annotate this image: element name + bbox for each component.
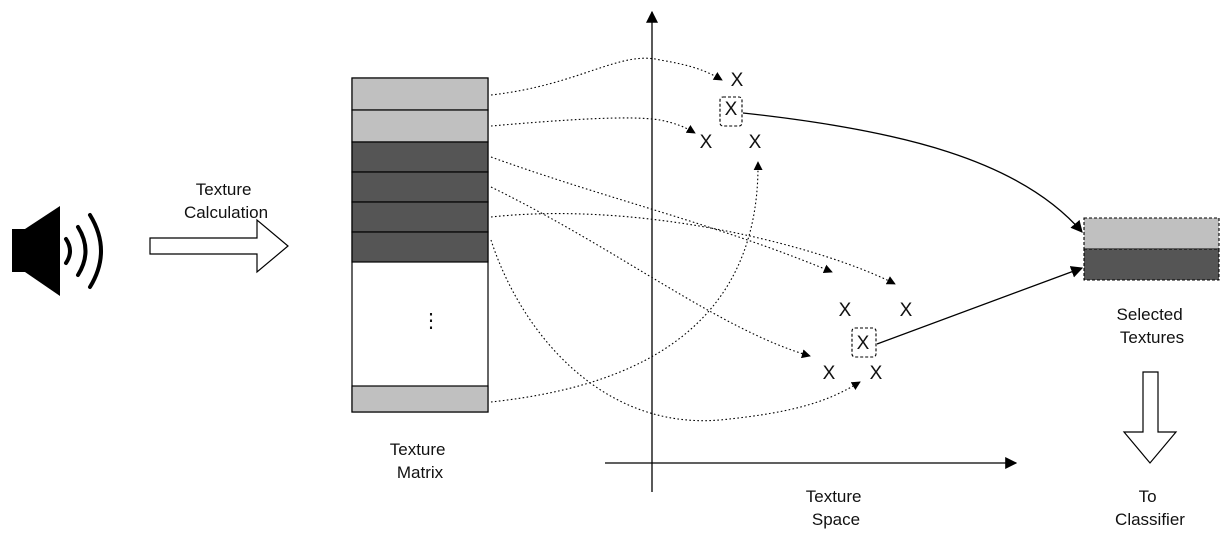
texture-calculation-label-line1: Texture: [196, 180, 252, 199]
texture-matrix: [351, 77, 489, 413]
point-marker: X: [700, 132, 713, 153]
matrix-row-light: [351, 77, 489, 111]
point-marker: X: [823, 363, 836, 384]
svg-text:Selected Textures: Selected Textures: [1117, 305, 1188, 347]
svg-text:Texture Calculation: Texture Calculation: [184, 180, 268, 222]
matrix-row-dark: [351, 231, 489, 263]
point-marker: X: [870, 363, 883, 384]
speaker-icon: [12, 206, 103, 296]
selected-textures: [1083, 217, 1220, 281]
upper-cluster: X X X X: [700, 70, 762, 153]
selected-point-marker: X: [725, 99, 738, 120]
texture-calculation-arrow: [149, 218, 289, 274]
selected-textures-label-line1: Selected: [1117, 305, 1183, 324]
texture-space-label-line2: Space: [812, 510, 860, 529]
to-classifier-label-line1: To: [1139, 487, 1157, 506]
svg-text:Texture Space: Texture Space: [806, 487, 866, 529]
texture-matrix-label-line2: Matrix: [397, 463, 444, 482]
mapping-curves: [490, 57, 896, 422]
texture-matrix-label-line1: Texture: [390, 440, 446, 459]
matrix-row-dark: [351, 141, 489, 173]
matrix-row-light: [351, 109, 489, 143]
selected-point-marker: X: [857, 333, 870, 354]
point-marker: X: [900, 300, 913, 321]
svg-text:Texture Matrix: Texture Matrix: [390, 440, 450, 482]
lower-cluster: X X X X X: [823, 300, 913, 384]
matrix-row-light: [351, 385, 489, 413]
to-classifier-arrow: [1122, 371, 1178, 464]
selection-box: [719, 96, 743, 127]
selection-arrow-lower: [876, 266, 1084, 345]
matrix-ellipsis: ⋮: [421, 310, 441, 332]
texture-calculation-label-line2: Calculation: [184, 203, 268, 222]
point-marker: X: [749, 132, 762, 153]
svg-text:To Classifier: To Classifier: [1115, 487, 1185, 529]
point-marker: X: [839, 300, 852, 321]
to-classifier-label-line2: Classifier: [1115, 510, 1185, 529]
selected-textures-label-line2: Textures: [1120, 328, 1184, 347]
matrix-row-dark: [351, 171, 489, 203]
texture-space-label-line1: Texture: [806, 487, 862, 506]
selection-arrow-upper: [742, 112, 1083, 233]
point-marker: X: [731, 70, 744, 91]
matrix-row-dark: [351, 201, 489, 233]
